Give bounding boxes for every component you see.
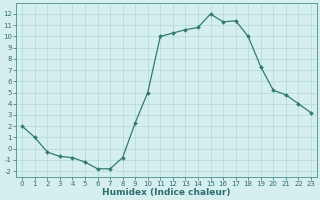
X-axis label: Humidex (Indice chaleur): Humidex (Indice chaleur) [102,188,231,197]
